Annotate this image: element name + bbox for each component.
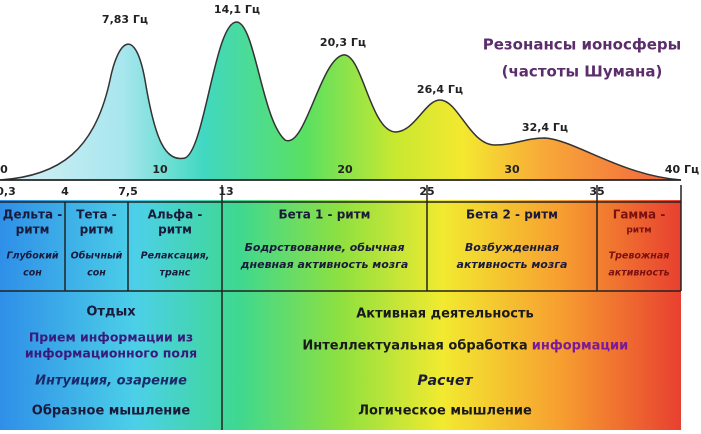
left-text: Интуиция, озарение (35, 374, 187, 389)
rhythm-name: Тета - (76, 208, 117, 222)
rhythm-desc: сон (87, 268, 106, 279)
rhythm-desc: Бодрствование, обычная (244, 241, 404, 254)
right-text: Активная деятельность (356, 307, 534, 322)
left-text: Отдых (86, 305, 136, 320)
scale-label: 20 (337, 163, 353, 176)
title: Резонансы ионосферы (483, 36, 681, 54)
rhythm-name: ритм (80, 223, 114, 237)
scale-label: 7,5 (118, 185, 138, 198)
peak-label: 26,4 Гц (417, 83, 463, 96)
peak-label: 14,1 Гц (214, 3, 260, 16)
rhythm-desc: активность мозга (457, 258, 568, 271)
peak-label: 20,3 Гц (320, 36, 366, 49)
scale-label: 35 (589, 185, 604, 198)
rhythm-name: Гамма - (613, 208, 666, 222)
left-text: информационного поля (25, 346, 197, 361)
rhythm-desc: транс (160, 268, 191, 279)
rhythm-desc: активность (608, 268, 669, 279)
rhythm-name: ритм (626, 226, 651, 236)
scale-label: 10 (152, 163, 168, 176)
scale-label: 13 (218, 185, 233, 198)
rhythm-desc: Релаксация, (141, 251, 210, 262)
rhythm-name: Альфа - (148, 208, 203, 222)
right-text: информации (532, 339, 628, 354)
band-background (0, 200, 681, 430)
scale-label: 40 Гц (665, 163, 699, 176)
peak-label: 32,4 Гц (522, 121, 568, 134)
scale-label: 0,3 (0, 185, 16, 198)
scale-label: 30 (504, 163, 520, 176)
table-lines (0, 185, 682, 430)
rhythm-desc: Возбужденная (465, 241, 559, 254)
right-text: Интеллектуальная обработка (302, 339, 527, 354)
rhythm-name: Бета 1 - ритм (279, 208, 371, 222)
spectrum-curve (0, 21, 682, 181)
scale-label: 25 (419, 185, 434, 198)
rhythm-name: ритм (16, 223, 50, 237)
rhythm-desc: сон (23, 268, 42, 279)
rhythm-desc: Тревожная (609, 251, 670, 262)
right-text: Расчет (417, 373, 473, 389)
rhythm-desc: Глубокий (6, 251, 58, 262)
rhythm-name: Бета 2 - ритм (466, 208, 558, 222)
rhythm-name: ритм (158, 223, 192, 237)
rhythm-name: Дельта - (3, 208, 62, 222)
rhythm-desc: Обычный (71, 251, 123, 262)
subtitle: (частоты Шумана) (502, 63, 663, 81)
right-text: Логическое мышление (358, 404, 532, 419)
scale-label: 0 (0, 163, 8, 176)
rhythm-desc: дневная активность мозга (240, 258, 409, 271)
left-text: Прием информации из (29, 330, 193, 345)
left-text: Образное мышление (32, 404, 191, 419)
scale-label: 4 (61, 185, 69, 198)
peak-label: 7,83 Гц (102, 13, 148, 26)
